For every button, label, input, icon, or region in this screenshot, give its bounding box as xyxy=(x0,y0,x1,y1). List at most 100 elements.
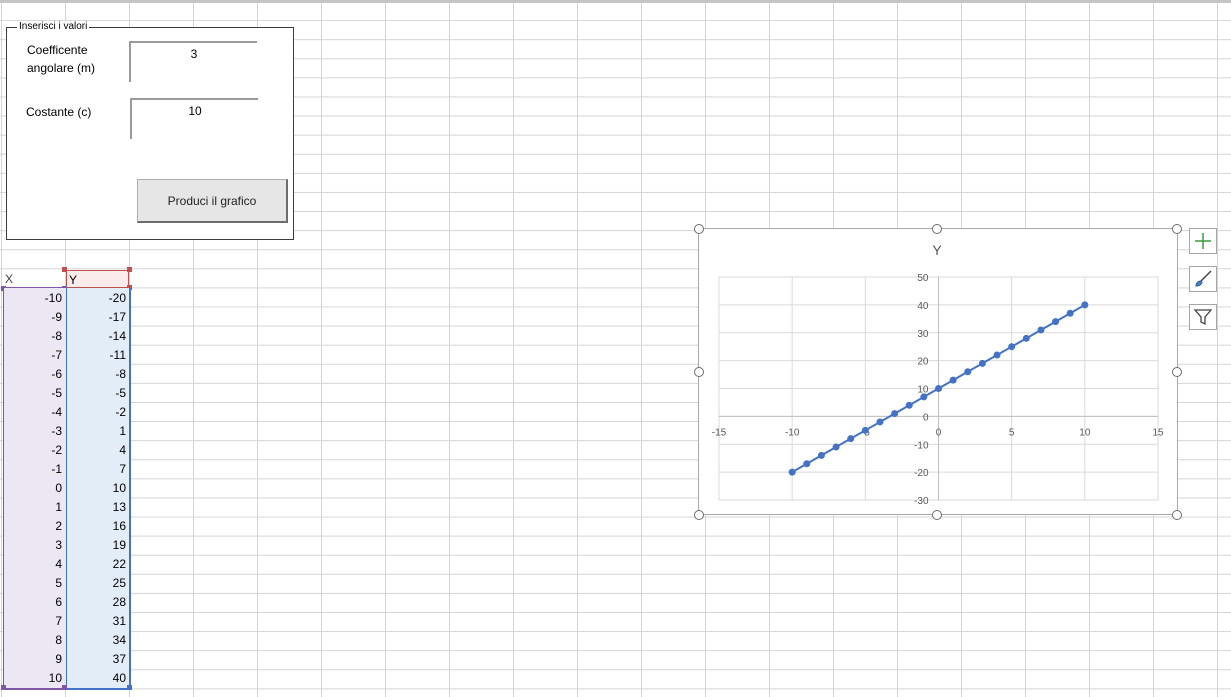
range-handle[interactable] xyxy=(62,685,67,690)
cell-x[interactable]: -2 xyxy=(51,443,62,457)
c-label: Costante (c) xyxy=(26,105,92,119)
y-tick-label: 50 xyxy=(917,273,929,284)
cell-y[interactable]: -5 xyxy=(115,386,126,400)
data-point xyxy=(817,451,825,459)
resize-handle[interactable] xyxy=(694,224,704,234)
range-handle[interactable] xyxy=(1,685,6,690)
x-tick-label: 10 xyxy=(1079,427,1091,438)
y-tick-label: -20 xyxy=(914,468,929,479)
cell-x[interactable]: 4 xyxy=(55,557,62,571)
y-column-range[interactable] xyxy=(66,288,131,690)
chart-styles-button[interactable] xyxy=(1189,266,1217,292)
cell-y[interactable]: -20 xyxy=(108,291,126,305)
data-point xyxy=(993,351,1001,359)
cell-y[interactable]: 37 xyxy=(112,652,126,666)
cell-x[interactable]: 5 xyxy=(55,576,62,590)
cell-y[interactable]: 34 xyxy=(112,633,126,647)
cell-y[interactable]: 10 xyxy=(112,481,126,495)
data-point xyxy=(876,418,884,426)
x-tick-label: 15 xyxy=(1152,427,1164,438)
y-tick-label: 10 xyxy=(917,385,929,396)
cell-x[interactable]: -1 xyxy=(51,462,62,476)
m-input[interactable]: 3 xyxy=(129,41,257,82)
cell-y[interactable]: -11 xyxy=(109,348,126,362)
brush-icon xyxy=(1195,270,1212,287)
cell-x[interactable]: -3 xyxy=(51,424,62,438)
cell-x[interactable]: -10 xyxy=(44,291,62,305)
y-tick-label: -30 xyxy=(914,496,929,507)
y-tick-label: 40 xyxy=(917,301,929,312)
m-label-line2: angolare (m) xyxy=(27,61,96,75)
filter-icon xyxy=(1193,309,1213,326)
range-handle[interactable] xyxy=(127,267,132,272)
header-y[interactable]: Y xyxy=(66,270,129,288)
c-input[interactable]: 10 xyxy=(130,98,258,139)
y-tick-label: 20 xyxy=(917,357,929,368)
cell-x[interactable]: 1 xyxy=(55,500,62,514)
data-point xyxy=(978,359,986,367)
cell-x[interactable]: 3 xyxy=(55,538,62,552)
cell-x[interactable]: -9 xyxy=(51,310,62,324)
cell-y[interactable]: 16 xyxy=(112,519,126,533)
resize-handle[interactable] xyxy=(694,510,704,520)
cell-x[interactable]: -7 xyxy=(51,348,62,362)
cell-y[interactable]: -17 xyxy=(108,310,126,324)
x-tick-label: -15 xyxy=(712,427,727,438)
range-handle[interactable] xyxy=(62,267,67,272)
cell-y[interactable]: 40 xyxy=(112,671,126,685)
produce-chart-button[interactable]: Produci il grafico xyxy=(137,179,288,223)
cell-x[interactable]: 2 xyxy=(55,519,62,533)
data-point xyxy=(803,460,811,468)
data-point xyxy=(891,410,899,418)
data-point xyxy=(1008,343,1016,351)
cell-y[interactable]: 28 xyxy=(112,595,126,609)
resize-handle[interactable] xyxy=(932,510,942,520)
cell-x[interactable]: 0 xyxy=(55,481,62,495)
y-tick-label: -10 xyxy=(914,440,929,451)
cell-x[interactable]: -6 xyxy=(51,367,62,381)
input-form: Inserisci i valori Coefficente angolare … xyxy=(6,21,294,240)
chart-filters-button[interactable] xyxy=(1189,304,1217,330)
range-handle[interactable] xyxy=(127,685,132,690)
x-column-range[interactable] xyxy=(3,288,68,690)
cell-y[interactable]: 13 xyxy=(112,500,126,514)
resize-handle[interactable] xyxy=(694,367,704,377)
cell-y[interactable]: -8 xyxy=(115,367,126,381)
cell-y[interactable]: 31 xyxy=(112,614,126,628)
cell-x[interactable]: 6 xyxy=(55,595,62,609)
header-x[interactable]: X xyxy=(3,270,65,288)
cell-x[interactable]: 8 xyxy=(55,633,62,647)
cell-y[interactable]: 7 xyxy=(119,462,126,476)
y-tick-label: 30 xyxy=(917,329,929,340)
cell-y[interactable]: 25 xyxy=(112,576,126,590)
form-title: Inserisci i valori xyxy=(17,21,90,33)
cell-x[interactable]: -8 xyxy=(51,329,62,343)
range-handle[interactable] xyxy=(127,285,132,290)
cell-y[interactable]: 19 xyxy=(112,538,126,552)
cell-x[interactable]: -4 xyxy=(51,405,62,419)
data-point xyxy=(788,468,796,476)
plus-icon xyxy=(1195,233,1211,249)
data-point xyxy=(861,426,869,434)
cell-x[interactable]: 10 xyxy=(48,671,62,685)
chart-elements-button[interactable] xyxy=(1189,228,1217,254)
resize-handle[interactable] xyxy=(1172,367,1182,377)
cell-y[interactable]: 4 xyxy=(119,443,126,457)
x-tick-label: 0 xyxy=(936,427,942,438)
resize-handle[interactable] xyxy=(932,224,942,234)
x-tick-label: -10 xyxy=(785,427,800,438)
cell-y[interactable]: 22 xyxy=(112,557,126,571)
resize-handle[interactable] xyxy=(1172,224,1182,234)
cell-y[interactable]: -14 xyxy=(108,329,126,343)
chart-title: Y xyxy=(932,242,942,258)
data-point xyxy=(832,443,840,451)
cell-y[interactable]: 1 xyxy=(119,424,126,438)
resize-handle[interactable] xyxy=(1172,510,1182,520)
cell-x[interactable]: -5 xyxy=(51,386,62,400)
data-point xyxy=(920,393,928,401)
cell-y[interactable]: -2 xyxy=(115,405,126,419)
cell-x[interactable]: 9 xyxy=(55,652,62,666)
data-point xyxy=(1037,326,1045,334)
cell-x[interactable]: 7 xyxy=(55,614,62,628)
